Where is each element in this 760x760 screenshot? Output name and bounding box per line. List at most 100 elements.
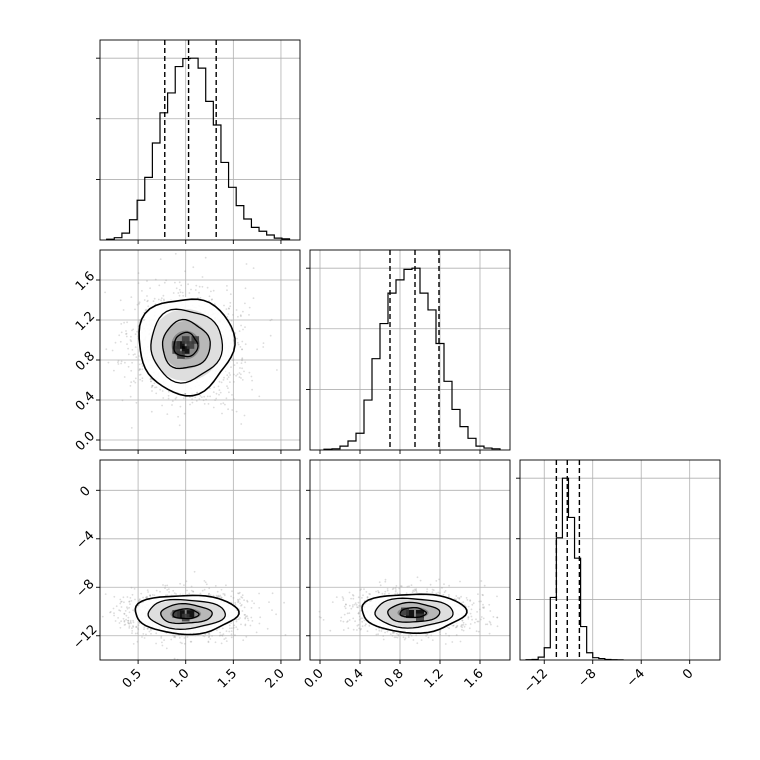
scatter-point <box>138 301 141 304</box>
scatter-point <box>397 633 400 636</box>
scatter-point <box>163 639 166 641</box>
scatter-point <box>412 589 414 592</box>
scatter-point <box>161 390 164 392</box>
scatter-point <box>354 620 356 623</box>
scatter-point <box>230 595 233 598</box>
scatter-point <box>146 295 148 297</box>
scatter-point <box>207 636 210 639</box>
scatter-point <box>159 388 162 391</box>
scatter-point <box>470 608 473 611</box>
scatter-point <box>217 385 220 388</box>
scatter-point <box>238 330 241 332</box>
scatter-point <box>117 363 120 365</box>
scatter-point <box>458 597 461 599</box>
scatter-point <box>415 588 417 590</box>
scatter-point <box>225 584 227 587</box>
scatter-point <box>76 304 78 306</box>
scatter-point <box>174 252 177 255</box>
scatter-point <box>178 424 181 427</box>
scatter-point <box>397 634 400 637</box>
scatter-point <box>173 636 175 638</box>
scatter-point <box>366 596 369 599</box>
scatter-point <box>431 588 434 591</box>
scatter-point <box>186 636 189 638</box>
scatter-point <box>238 591 241 594</box>
scatter-point <box>389 633 392 635</box>
scatter-point <box>230 319 233 322</box>
histogram-1-bin <box>460 427 468 450</box>
density-peak-cell <box>416 613 424 622</box>
scatter-point <box>109 611 112 613</box>
scatter-point <box>483 584 486 587</box>
scatter-point <box>238 372 241 374</box>
scatter-point <box>345 603 347 606</box>
scatter-point <box>232 597 235 599</box>
scatter-point <box>175 396 178 399</box>
scatter-point <box>134 598 136 601</box>
scatter-point <box>225 397 228 400</box>
scatter-point <box>155 386 158 389</box>
scatter-point <box>346 620 349 623</box>
scatter-point <box>439 592 441 594</box>
scatter-point <box>455 626 458 628</box>
scatter-point <box>383 593 386 595</box>
scatter-point <box>420 639 423 641</box>
scatter-point <box>162 397 165 399</box>
scatter-point <box>233 381 235 383</box>
scatter-point <box>415 591 418 593</box>
scatter-point <box>126 606 128 609</box>
scatter-point <box>393 631 396 634</box>
scatter-point <box>229 627 231 630</box>
scatter-point <box>205 583 208 586</box>
scatter-point <box>202 399 205 402</box>
scatter-point <box>363 588 365 590</box>
scatter-point <box>153 297 156 300</box>
scatter-point <box>366 596 369 599</box>
scatter-point <box>145 633 147 636</box>
scatter-point <box>214 585 217 587</box>
scatter-point <box>455 598 457 601</box>
scatter-point <box>210 298 213 301</box>
scatter-point <box>124 623 127 626</box>
scatter-point <box>172 634 175 637</box>
scatter-point <box>227 408 230 411</box>
panel-2-0-x-tick-label: 2.0 <box>263 666 288 691</box>
panel-frame-1-1 <box>309 249 511 451</box>
scatter-point <box>206 286 209 289</box>
scatter-point <box>496 595 498 598</box>
scatter-point <box>177 415 180 418</box>
scatter-point <box>530 619 532 621</box>
scatter-point <box>217 595 220 598</box>
scatter-point <box>184 270 187 273</box>
scatter-point <box>118 609 120 611</box>
density-peak-cell <box>172 610 180 618</box>
scatter-point <box>129 395 132 398</box>
scatter-point <box>220 642 223 645</box>
scatter-point <box>415 634 418 637</box>
scatter-point <box>221 634 224 637</box>
scatter-point <box>200 396 203 398</box>
scatter-point <box>161 641 163 644</box>
scatter-point <box>225 640 228 642</box>
scatter-point <box>189 640 192 643</box>
scatter-point <box>358 615 361 618</box>
scatter-point <box>119 609 122 612</box>
scatter-point <box>220 588 223 591</box>
scatter-point <box>276 369 278 371</box>
scatter-point <box>244 624 247 627</box>
histogram-0-bin <box>122 233 130 240</box>
scatter-point <box>149 594 152 597</box>
scatter-point <box>461 619 464 622</box>
scatter-point <box>214 641 217 644</box>
scatter-point <box>246 617 249 620</box>
scatter-point <box>208 593 210 595</box>
scatter-point <box>178 636 181 639</box>
scatter-point <box>202 635 205 637</box>
scatter-point <box>117 359 120 362</box>
scatter-point <box>229 293 232 296</box>
scatter-point <box>221 634 223 637</box>
scatter-point <box>318 610 321 613</box>
scatter-point <box>471 603 474 606</box>
scatter-point <box>388 592 390 595</box>
scatter-point <box>232 359 235 361</box>
